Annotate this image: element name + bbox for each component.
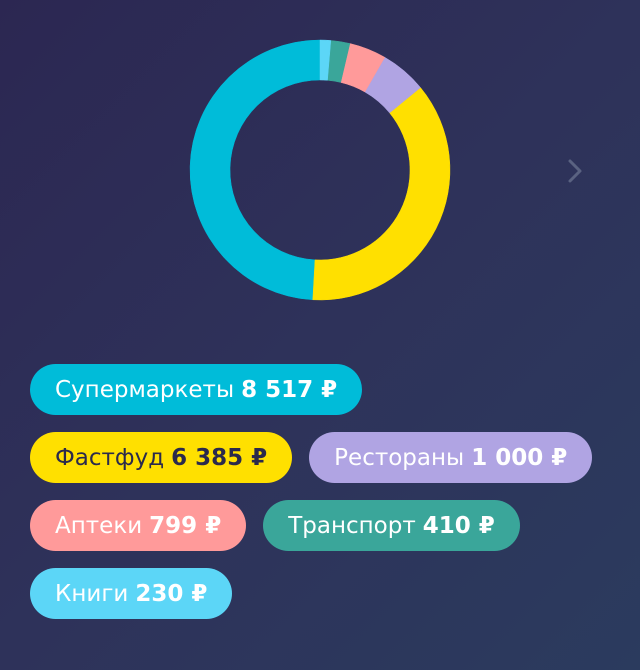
category-amount: 799 ₽ [149, 512, 222, 539]
legend-row: Супермаркеты 8 517 ₽ [30, 364, 630, 415]
category-chip[interactable]: Супермаркеты 8 517 ₽ [30, 364, 363, 415]
chevron-right-icon[interactable] [562, 156, 588, 186]
spending-donut-chart [189, 39, 451, 301]
category-label: Фастфуд [55, 444, 165, 471]
category-label: Книги [55, 580, 129, 607]
category-chip[interactable]: Аптеки 799 ₽ [30, 500, 247, 551]
category-chip[interactable]: Транспорт 410 ₽ [263, 500, 520, 551]
legend-row: Книги 230 ₽ [30, 568, 630, 619]
category-amount: 230 ₽ [135, 580, 208, 607]
donut-segment [319, 39, 332, 81]
legend-row: Фастфуд 6 385 ₽ Рестораны 1 000 ₽ [30, 432, 630, 483]
category-label: Рестораны [334, 444, 465, 471]
category-label: Супермаркеты [55, 376, 235, 403]
category-label: Транспорт [288, 512, 416, 539]
category-amount: 1 000 ₽ [471, 444, 568, 471]
category-amount: 410 ₽ [422, 512, 495, 539]
category-chip[interactable]: Фастфуд 6 385 ₽ [30, 432, 293, 483]
category-amount: 6 385 ₽ [171, 444, 268, 471]
category-chip[interactable]: Рестораны 1 000 ₽ [309, 432, 593, 483]
category-chip[interactable]: Книги 230 ₽ [30, 568, 233, 619]
legend-row: Аптеки 799 ₽ Транспорт 410 ₽ [30, 500, 630, 551]
category-legend: Супермаркеты 8 517 ₽ Фастфуд 6 385 ₽ Рестор… [30, 364, 630, 636]
donut-segment [312, 87, 451, 301]
category-label: Аптеки [55, 512, 143, 539]
donut-segment [189, 39, 321, 301]
category-amount: 8 517 ₽ [241, 376, 338, 403]
